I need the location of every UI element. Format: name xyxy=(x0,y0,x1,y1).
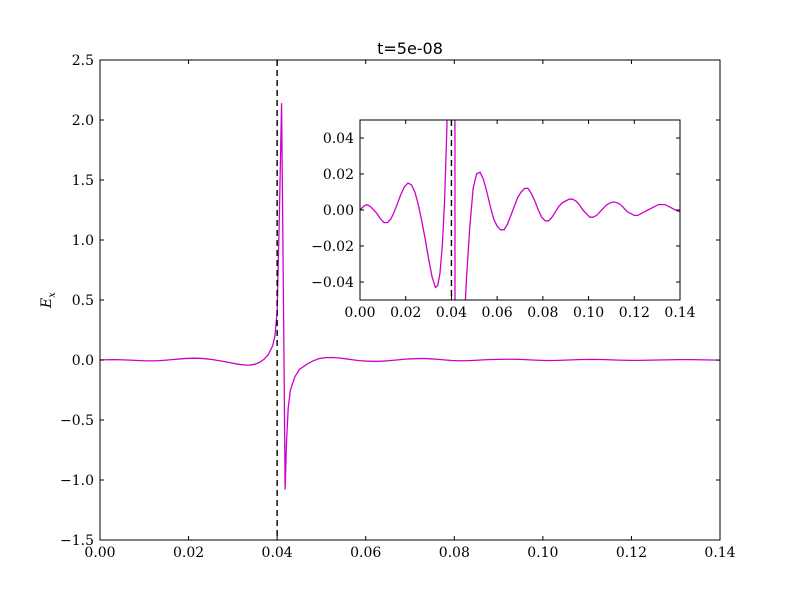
inset-x-tick-label: 0.08 xyxy=(527,305,558,321)
main-x-tick-label: 0.12 xyxy=(616,545,647,561)
y-axis-label: Ex xyxy=(39,292,58,309)
main-x-tick-label: 0.06 xyxy=(350,545,381,561)
main-x-tick-label: 0.00 xyxy=(84,545,115,561)
inset-plot: 0.00 0.02 0.04 0.06 0.08 0.10 0.12 0.14 −0.04 −0.… xyxy=(311,119,696,321)
main-y-tick-label: 0.0 xyxy=(72,353,94,369)
main-y-tick-label: 0.5 xyxy=(72,293,94,309)
inset-y-tick-label: −0.04 xyxy=(311,275,354,291)
inset-x-tick-label: 0.00 xyxy=(344,305,375,321)
inset-x-tick-label: 0.04 xyxy=(436,305,467,321)
main-x-tick-label: 0.08 xyxy=(439,545,470,561)
chart-title: t=5e-08 xyxy=(377,39,443,58)
main-x-tick-label: 0.14 xyxy=(704,545,735,561)
inset-plot-area xyxy=(360,120,680,300)
inset-x-tick-label: 0.10 xyxy=(573,305,604,321)
main-y-tick-label: 1.5 xyxy=(72,173,94,189)
main-x-tick-label: 0.02 xyxy=(173,545,204,561)
inset-y-tick-label: 0.04 xyxy=(323,131,354,147)
inset-y-tick-label: 0.02 xyxy=(323,167,354,183)
main-series-line xyxy=(100,103,720,490)
main-y-tick-label: −1.0 xyxy=(60,473,94,489)
main-y-tick-label: −0.5 xyxy=(60,413,94,429)
inset-x-tick-label: 0.12 xyxy=(619,305,650,321)
inset-series-line xyxy=(360,120,680,300)
inset-x-tick-label: 0.14 xyxy=(664,305,695,321)
main-x-tick-label: 0.10 xyxy=(527,545,558,561)
inset-x-tick-label: 0.02 xyxy=(390,305,421,321)
inset-y-tick-label: −0.02 xyxy=(311,239,354,255)
inset-y-tick-label: 0.00 xyxy=(323,203,354,219)
main-y-tick-label: 2.0 xyxy=(72,113,94,129)
main-y-tick-label: 1.0 xyxy=(72,233,94,249)
main-y-tick-label: 2.5 xyxy=(72,53,94,69)
inset-x-tick-label: 0.06 xyxy=(482,305,513,321)
main-y-tick-label: −1.5 xyxy=(60,533,94,549)
main-x-tick-label: 0.04 xyxy=(262,545,293,561)
